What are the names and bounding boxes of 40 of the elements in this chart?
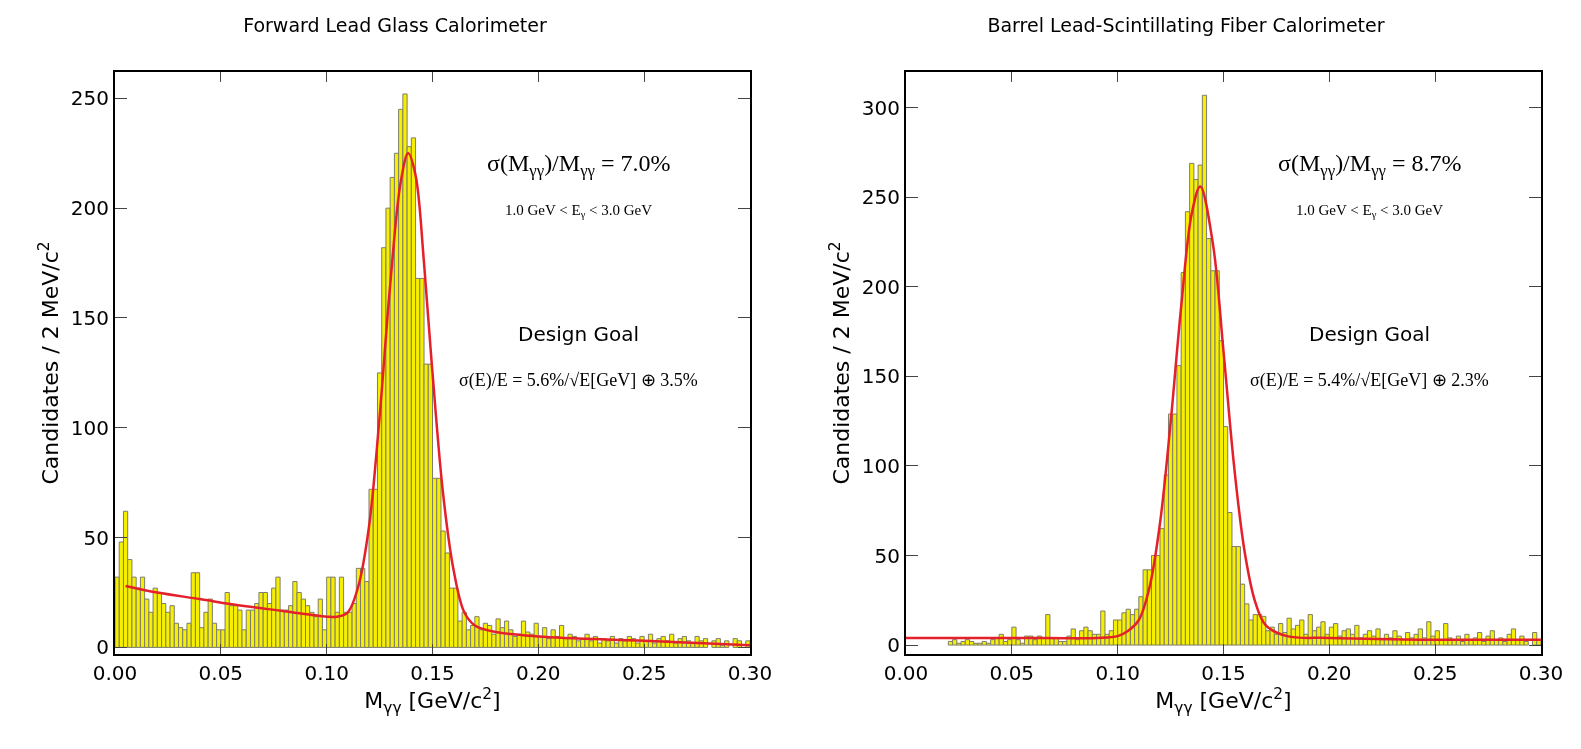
annotation: Design Goal (1309, 322, 1430, 346)
y-tick-label: 50 (874, 543, 900, 568)
y-tick-label: 50 (83, 525, 109, 550)
x-tick-label: 0.25 (1412, 661, 1458, 685)
y-tick-label: 250 (70, 86, 109, 111)
annotation: σ(M$_{γγ}$)/M$_{γγ}$ = 8.7% (1278, 150, 1462, 181)
x-tick-label: 0.20 (1307, 661, 1352, 685)
x-axis-title: M$_{γγ}$ [GeV/c$^{2}$] (364, 685, 501, 717)
y-tick-label: 200 (861, 274, 900, 299)
x-tick-label: 0.00 (92, 661, 138, 685)
x-tick-label: 0.20 (516, 661, 561, 685)
annotation: Design Goal (518, 322, 639, 346)
y-tick-label: 0 (96, 635, 109, 660)
y-tick-label: 250 (861, 185, 900, 210)
annotation: 1.0 GeV < E$_{γ}$ < 3.0 GeV (1296, 202, 1444, 221)
x-tick-label: 0.05 (989, 661, 1035, 685)
x-axis-title: M$_{γγ}$ [GeV/c$^{2}$] (1155, 685, 1292, 717)
y-tick-label: 150 (70, 305, 109, 330)
y-tick-label: 0 (887, 633, 900, 658)
x-tick-label: 0.15 (1201, 661, 1246, 685)
annotation: σ(E)/E = 5.4%/√E[GeV] ⊕ 2.3% (1250, 370, 1489, 391)
line-series (124, 152, 750, 647)
y-tick-label: 300 (861, 95, 900, 120)
y-tick-label: 100 (861, 453, 900, 478)
x-tick-label: 0.25 (621, 661, 667, 685)
y-tick-label: 100 (70, 415, 109, 440)
x-tick-label: 0.10 (304, 661, 349, 685)
x-tick-label: 0.05 (198, 661, 244, 685)
x-tick-label: 0.30 (1518, 661, 1564, 685)
chart-title: Barrel Lead-Scintillating Fiber Calorimeter (987, 14, 1385, 37)
y-tick-label: 150 (861, 364, 900, 389)
annotation: σ(E)/E = 5.6%/√E[GeV] ⊕ 3.5% (459, 370, 698, 391)
annotation: 1.0 GeV < E$_{γ}$ < 3.0 GeV (505, 202, 653, 221)
x-tick-label: 0.10 (1095, 661, 1140, 685)
x-tick-label: 0.15 (410, 661, 455, 685)
chart-title: Forward Lead Glass Calorimeter (243, 14, 548, 37)
annotation: σ(M$_{γγ}$)/M$_{γγ}$ = 7.0% (487, 150, 671, 181)
x-tick-label: 0.00 (883, 661, 929, 685)
y-tick-label: 200 (70, 196, 109, 221)
x-tick-label: 0.30 (727, 661, 773, 685)
